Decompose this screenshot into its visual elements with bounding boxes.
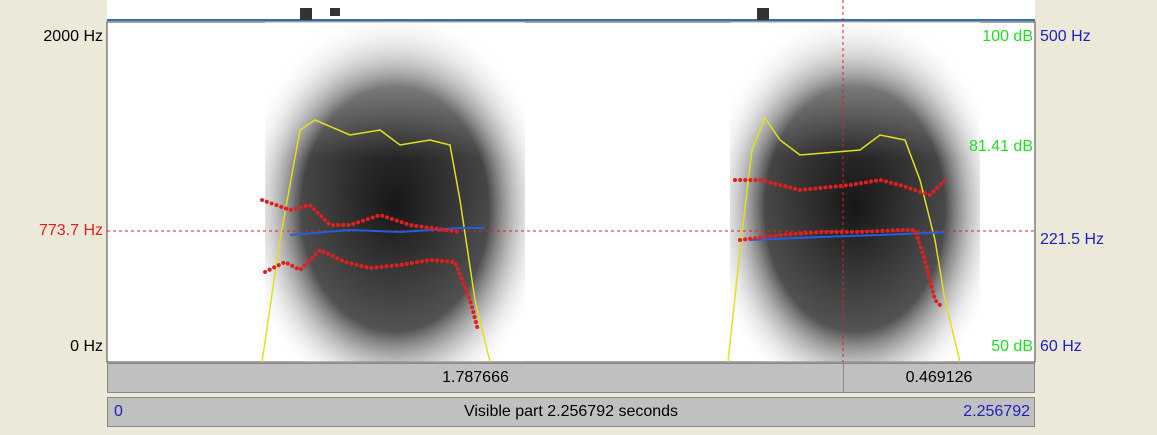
db-bottom-label: 50 dB: [991, 338, 1033, 355]
freq-bottom-label: 0 Hz: [70, 338, 103, 355]
visible-part-bar[interactable]: 0 Visible part 2.256792 seconds 2.256792: [107, 397, 1035, 427]
visible-end: 2.256792: [963, 403, 1030, 420]
time-segment-right-text: 0.469126: [905, 369, 973, 386]
visible-label: Visible part 2.256792 seconds: [463, 403, 679, 420]
time-segment-left[interactable]: 1.787666: [107, 363, 844, 393]
freq-top-label: 2000 Hz: [43, 28, 103, 45]
waveform-trace: [300, 8, 312, 20]
waveform-strip: [107, 0, 1035, 20]
spectrogram-fade: [730, 22, 980, 362]
spectrogram-fade: [265, 22, 525, 362]
formant-tracks: [260, 177, 947, 332]
pitch-top-label: 500 Hz: [1040, 28, 1091, 45]
time-segment-right[interactable]: 0.469126: [843, 363, 1035, 393]
pitch-cursor-label: 221.5 Hz: [1040, 231, 1105, 248]
intensity-curve: [261, 119, 491, 363]
db-top-label: 100 dB: [982, 28, 1033, 45]
waveform-trace: [330, 8, 340, 16]
visible-start: 0: [114, 403, 123, 420]
db-cursor-label: 81.41 dB: [968, 138, 1033, 155]
pitch-bottom-label: 60 Hz: [1040, 338, 1082, 355]
pitch-curves: [289, 227, 946, 241]
cursor-freq-label: 773.7 Hz: [38, 222, 103, 239]
waveform-trace: [757, 8, 769, 20]
intensity-curve: [727, 116, 961, 363]
time-segment-left-text: 1.787666: [442, 369, 509, 386]
